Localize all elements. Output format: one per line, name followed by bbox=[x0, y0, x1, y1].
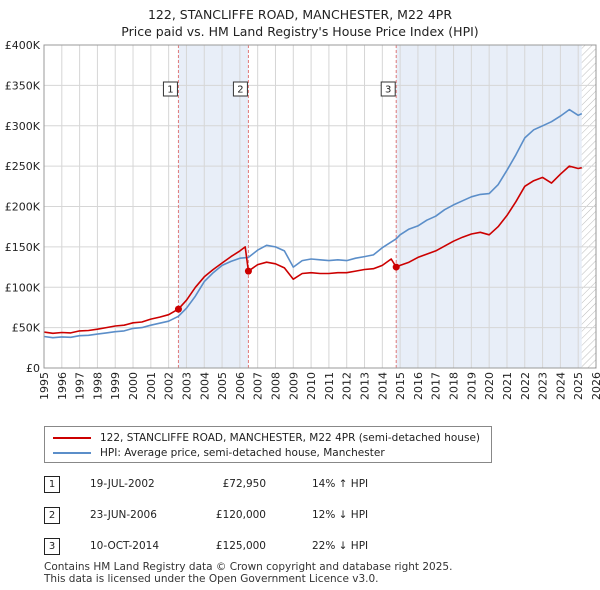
x-tick-label: 1998 bbox=[91, 372, 104, 400]
footer-attribution: Contains HM Land Registry data © Crown c… bbox=[44, 561, 452, 585]
transaction-number-badge: 1 bbox=[44, 476, 60, 493]
x-tick-label: 2014 bbox=[376, 372, 389, 400]
transaction-hpi-delta: 22% ↓ HPI bbox=[312, 540, 369, 552]
y-tick-label: £100K bbox=[5, 281, 41, 294]
y-tick-label: £400K bbox=[5, 39, 41, 52]
x-tick-label: 2023 bbox=[537, 372, 550, 400]
sale-label-number: 2 bbox=[237, 85, 243, 96]
y-tick-label: £200K bbox=[5, 201, 41, 214]
transaction-price: £125,000 bbox=[215, 540, 266, 552]
x-tick-label: 2000 bbox=[127, 372, 140, 400]
x-tick-label: 2021 bbox=[501, 372, 514, 400]
sale-point bbox=[392, 263, 400, 271]
x-tick-label: 2010 bbox=[305, 372, 318, 400]
transaction-row: 2 23-JUN-2006 £120,000 12% ↓ HPI bbox=[44, 507, 484, 527]
footer-licence: This data is licensed under the Open Gov… bbox=[44, 573, 379, 585]
x-tick-label: 2001 bbox=[145, 372, 158, 400]
x-tick-label: 2006 bbox=[234, 372, 247, 400]
legend-label-property: 122, STANCLIFFE ROAD, MANCHESTER, M22 4P… bbox=[100, 431, 480, 444]
price-chart: 1 2 3 £0 £50K £100K £150K £200K £250K £300K £350K £… bbox=[5, 39, 600, 400]
x-tick-label: 2005 bbox=[216, 372, 229, 400]
plot-frame bbox=[43, 44, 597, 369]
legend-item-hpi: HPI: Average price, semi-detached house,… bbox=[53, 445, 385, 460]
chart-title: 122, STANCLIFFE ROAD, MANCHESTER, M22 4P… bbox=[0, 6, 600, 40]
footer-copyright: Contains HM Land Registry data © Crown c… bbox=[44, 561, 453, 573]
x-tick-label: 2016 bbox=[412, 372, 425, 400]
sale-point bbox=[174, 305, 182, 313]
legend-label-hpi: HPI: Average price, semi-detached house,… bbox=[100, 446, 385, 459]
y-tick-label: £150K bbox=[5, 241, 41, 254]
y-tick-label: £350K bbox=[5, 79, 41, 92]
sale-label-number: 3 bbox=[385, 85, 391, 96]
hpi-series-line bbox=[43, 108, 583, 339]
y-tick-label: £0 bbox=[26, 362, 40, 375]
x-tick-label: 1997 bbox=[74, 372, 87, 400]
title-line-address: 122, STANCLIFFE ROAD, MANCHESTER, M22 4P… bbox=[147, 7, 453, 22]
x-tick-label: 2026 bbox=[590, 372, 600, 400]
x-tick-label: 2011 bbox=[323, 372, 336, 400]
legend-item-property: 122, STANCLIFFE ROAD, MANCHESTER, M22 4P… bbox=[53, 430, 480, 445]
x-tick-label: 2025 bbox=[572, 372, 585, 400]
transaction-price: £120,000 bbox=[215, 509, 266, 521]
x-tick-label: 2020 bbox=[483, 372, 496, 400]
transaction-number-badge: 2 bbox=[44, 507, 60, 524]
x-tick-label: 2004 bbox=[198, 372, 211, 400]
legend-swatch-property bbox=[53, 436, 91, 439]
transaction-row: 1 19-JUL-2002 £72,950 14% ↑ HPI bbox=[44, 476, 484, 496]
sale-point bbox=[244, 267, 252, 275]
sale-label-box bbox=[162, 81, 178, 97]
x-tick-label: 2008 bbox=[269, 372, 282, 400]
transaction-hpi-delta: 12% ↓ HPI bbox=[312, 509, 369, 521]
x-tick-label: 1996 bbox=[56, 372, 69, 400]
x-tick-label: 1999 bbox=[109, 372, 122, 400]
x-tick-label: 2018 bbox=[448, 372, 461, 400]
x-tick-label: 1995 bbox=[38, 372, 51, 400]
y-tick-label: £250K bbox=[5, 160, 41, 173]
x-tick-label: 2002 bbox=[163, 372, 176, 400]
transaction-hpi-delta: 14% ↑ HPI bbox=[312, 478, 369, 490]
x-tick-label: 2024 bbox=[554, 372, 567, 400]
x-tick-label: 2022 bbox=[519, 372, 532, 400]
y-tick-label: £300K bbox=[5, 120, 41, 133]
transaction-date: 23-JUN-2006 bbox=[90, 509, 157, 521]
x-tick-label: 2012 bbox=[341, 372, 354, 400]
sale-label-box bbox=[380, 81, 396, 97]
x-tick-label: 2007 bbox=[252, 372, 265, 400]
sale-label-number: 1 bbox=[167, 85, 173, 96]
sale-label-box bbox=[232, 81, 248, 97]
transaction-date: 19-JUL-2002 bbox=[90, 478, 155, 490]
transaction-row: 3 10-OCT-2014 £125,000 22% ↓ HPI bbox=[44, 538, 484, 558]
property-series-line bbox=[43, 165, 582, 335]
chart-legend: 122, STANCLIFFE ROAD, MANCHESTER, M22 4P… bbox=[44, 426, 492, 463]
legend-swatch-hpi bbox=[53, 451, 91, 454]
x-tick-label: 2019 bbox=[465, 372, 478, 400]
transaction-price: £72,950 bbox=[222, 478, 266, 490]
x-tick-label: 2015 bbox=[394, 372, 407, 400]
y-tick-label: £50K bbox=[12, 322, 41, 335]
x-tick-label: 2009 bbox=[287, 372, 300, 400]
x-tick-label: 2003 bbox=[180, 372, 193, 400]
x-tick-label: 2013 bbox=[359, 372, 372, 400]
transaction-number-badge: 3 bbox=[44, 538, 60, 555]
title-line-subtitle: Price paid vs. HM Land Registry's House … bbox=[121, 24, 479, 39]
transaction-date: 10-OCT-2014 bbox=[90, 540, 159, 552]
x-tick-label: 2017 bbox=[430, 372, 443, 400]
